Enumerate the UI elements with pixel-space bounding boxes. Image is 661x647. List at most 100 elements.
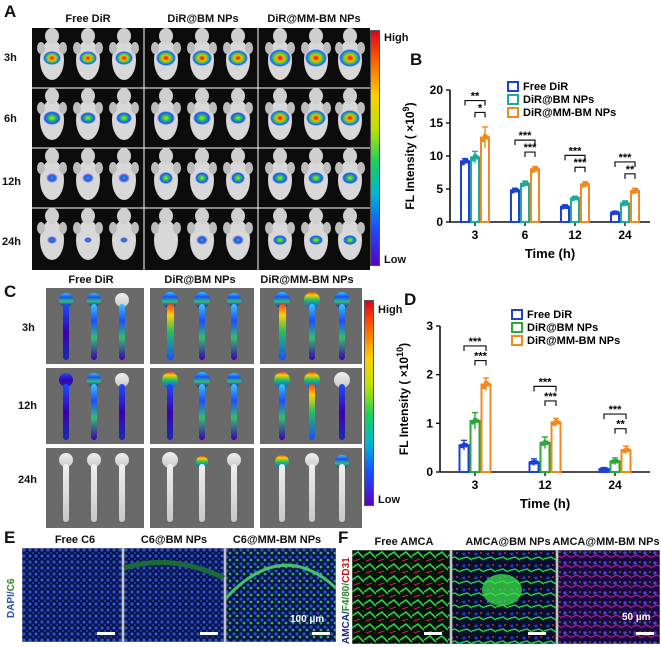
- bar: [530, 168, 540, 223]
- y-axis-label: FL Intensity ( ×1010): [395, 343, 411, 455]
- colorbar-c-low: Low: [378, 494, 400, 506]
- data-point: [534, 166, 540, 172]
- legend-label: DiR@BM NPs: [523, 94, 594, 106]
- y-tick-label: 10: [430, 149, 444, 163]
- legend-label: DiR@MM-BM NPs: [527, 335, 620, 347]
- x-axis-label: Time (h): [520, 496, 570, 511]
- legend-swatch: [511, 309, 523, 320]
- mouse-images: [32, 28, 370, 270]
- data-point: [574, 195, 580, 201]
- data-point: [603, 466, 609, 472]
- data-point: [474, 155, 480, 160]
- panel-label-b: B: [410, 50, 423, 69]
- significance-label: ***: [574, 157, 588, 169]
- bar: [480, 136, 490, 223]
- col-header-dir-bm: DiR@BM NPs: [167, 13, 239, 25]
- significance-label: ***: [544, 391, 558, 403]
- bar: [460, 160, 470, 223]
- bar: [630, 189, 640, 224]
- x-tick-label: 3: [472, 478, 479, 492]
- y-axis-label-exponent: 9: [401, 106, 411, 111]
- significance-label: ***: [569, 145, 583, 157]
- x-tick-label: 24: [618, 228, 632, 242]
- data-point: [625, 447, 631, 453]
- legend-swatch: [507, 81, 519, 92]
- col-header-f-bm: AMCA@BM NPs: [465, 536, 551, 548]
- significance-bracket: [514, 139, 536, 146]
- x-tick-label: 12: [568, 228, 582, 242]
- y-axis-label-close: ): [397, 343, 411, 347]
- y-tick-label: 20: [430, 83, 444, 97]
- bar: [620, 202, 630, 224]
- data-point: [481, 384, 487, 390]
- col-header-f-mm: AMCA@MM-BM NPs: [552, 536, 660, 548]
- panel-label-c: C: [4, 282, 17, 301]
- dapi-label: DAPI/: [6, 591, 17, 618]
- col-header-free-dir: Free DiR: [65, 13, 111, 25]
- tissue-images-e: [22, 548, 336, 642]
- data-point: [533, 459, 539, 465]
- significance-label: ***: [539, 376, 553, 388]
- data-point: [474, 418, 480, 424]
- data-point: [480, 137, 486, 143]
- significance-bracket: [603, 413, 627, 420]
- y-tick-label: 0: [436, 215, 443, 229]
- row-label-6h: 6h: [4, 113, 17, 125]
- row-label-12h: 12h: [2, 176, 21, 188]
- data-point: [463, 442, 469, 448]
- y-tick-label: 0: [426, 465, 433, 479]
- cd31-label: CD31: [341, 557, 352, 583]
- x-tick-label: 12: [538, 478, 552, 492]
- data-point: [514, 188, 520, 193]
- row-label-c-3h: 3h: [22, 322, 35, 334]
- data-point: [484, 135, 490, 140]
- amca-label: AMCA/: [341, 611, 352, 644]
- x-tick-label: 3: [472, 228, 479, 242]
- legend-swatch: [507, 94, 519, 105]
- significance-bracket: [524, 151, 536, 158]
- significance-bracket: [464, 99, 486, 106]
- bar: [470, 156, 480, 223]
- c6-label: C6: [6, 578, 17, 592]
- col-header-e-free: Free C6: [54, 534, 96, 546]
- col-header-e-bm: C6@BM NPs: [140, 534, 208, 546]
- y-axis-label-main: FL Intensity ( ×10: [403, 111, 417, 209]
- significance-label: ***: [474, 351, 488, 363]
- bar: [570, 197, 580, 223]
- significance-label: ***: [469, 336, 483, 348]
- colorbar-a-high: High: [384, 32, 409, 44]
- row-label-24h: 24h: [2, 236, 21, 248]
- colorbar-a: [370, 30, 380, 266]
- significance-bracket: [624, 173, 636, 179]
- significance-bracket: [474, 359, 487, 366]
- panel-f-channel-label: AMCA/F4/80/CD31: [341, 557, 352, 644]
- panel-label-a: A: [4, 2, 17, 21]
- panel-e-channel-label: DAPI/C6: [6, 579, 17, 618]
- legend-label: DiR@BM NPs: [527, 322, 598, 334]
- legend-label: Free DiR: [523, 81, 568, 93]
- legend-swatch: [511, 322, 523, 333]
- col-header-c-mm: DiR@MM-BM NPs: [260, 274, 354, 286]
- significance-bracket: [574, 166, 586, 173]
- x-axis-label: Time (h): [525, 246, 575, 261]
- panel-label-e: E: [4, 528, 16, 547]
- col-header-e-mm: C6@MM-BM NPs: [232, 534, 322, 546]
- significance-label: ***: [524, 142, 538, 154]
- panel-label-f: F: [338, 528, 349, 547]
- col-header-c-free: Free DiR: [68, 274, 114, 286]
- significance-bracket: [474, 111, 486, 118]
- tissue-images-f: [352, 550, 660, 644]
- significance-label: **: [626, 164, 635, 176]
- row-label-c-24h: 24h: [18, 474, 37, 486]
- bar: [550, 421, 562, 473]
- significance-label: **: [471, 91, 480, 103]
- significance-label: ***: [609, 404, 623, 416]
- significance-bracket: [614, 161, 636, 167]
- x-tick-label: 6: [522, 228, 529, 242]
- data-point: [584, 182, 590, 187]
- row-label-3h: 3h: [4, 52, 17, 64]
- legend-swatch: [507, 107, 519, 118]
- y-axis-label: FL Intensity ( ×109): [401, 102, 417, 209]
- y-tick-label: 15: [430, 116, 444, 130]
